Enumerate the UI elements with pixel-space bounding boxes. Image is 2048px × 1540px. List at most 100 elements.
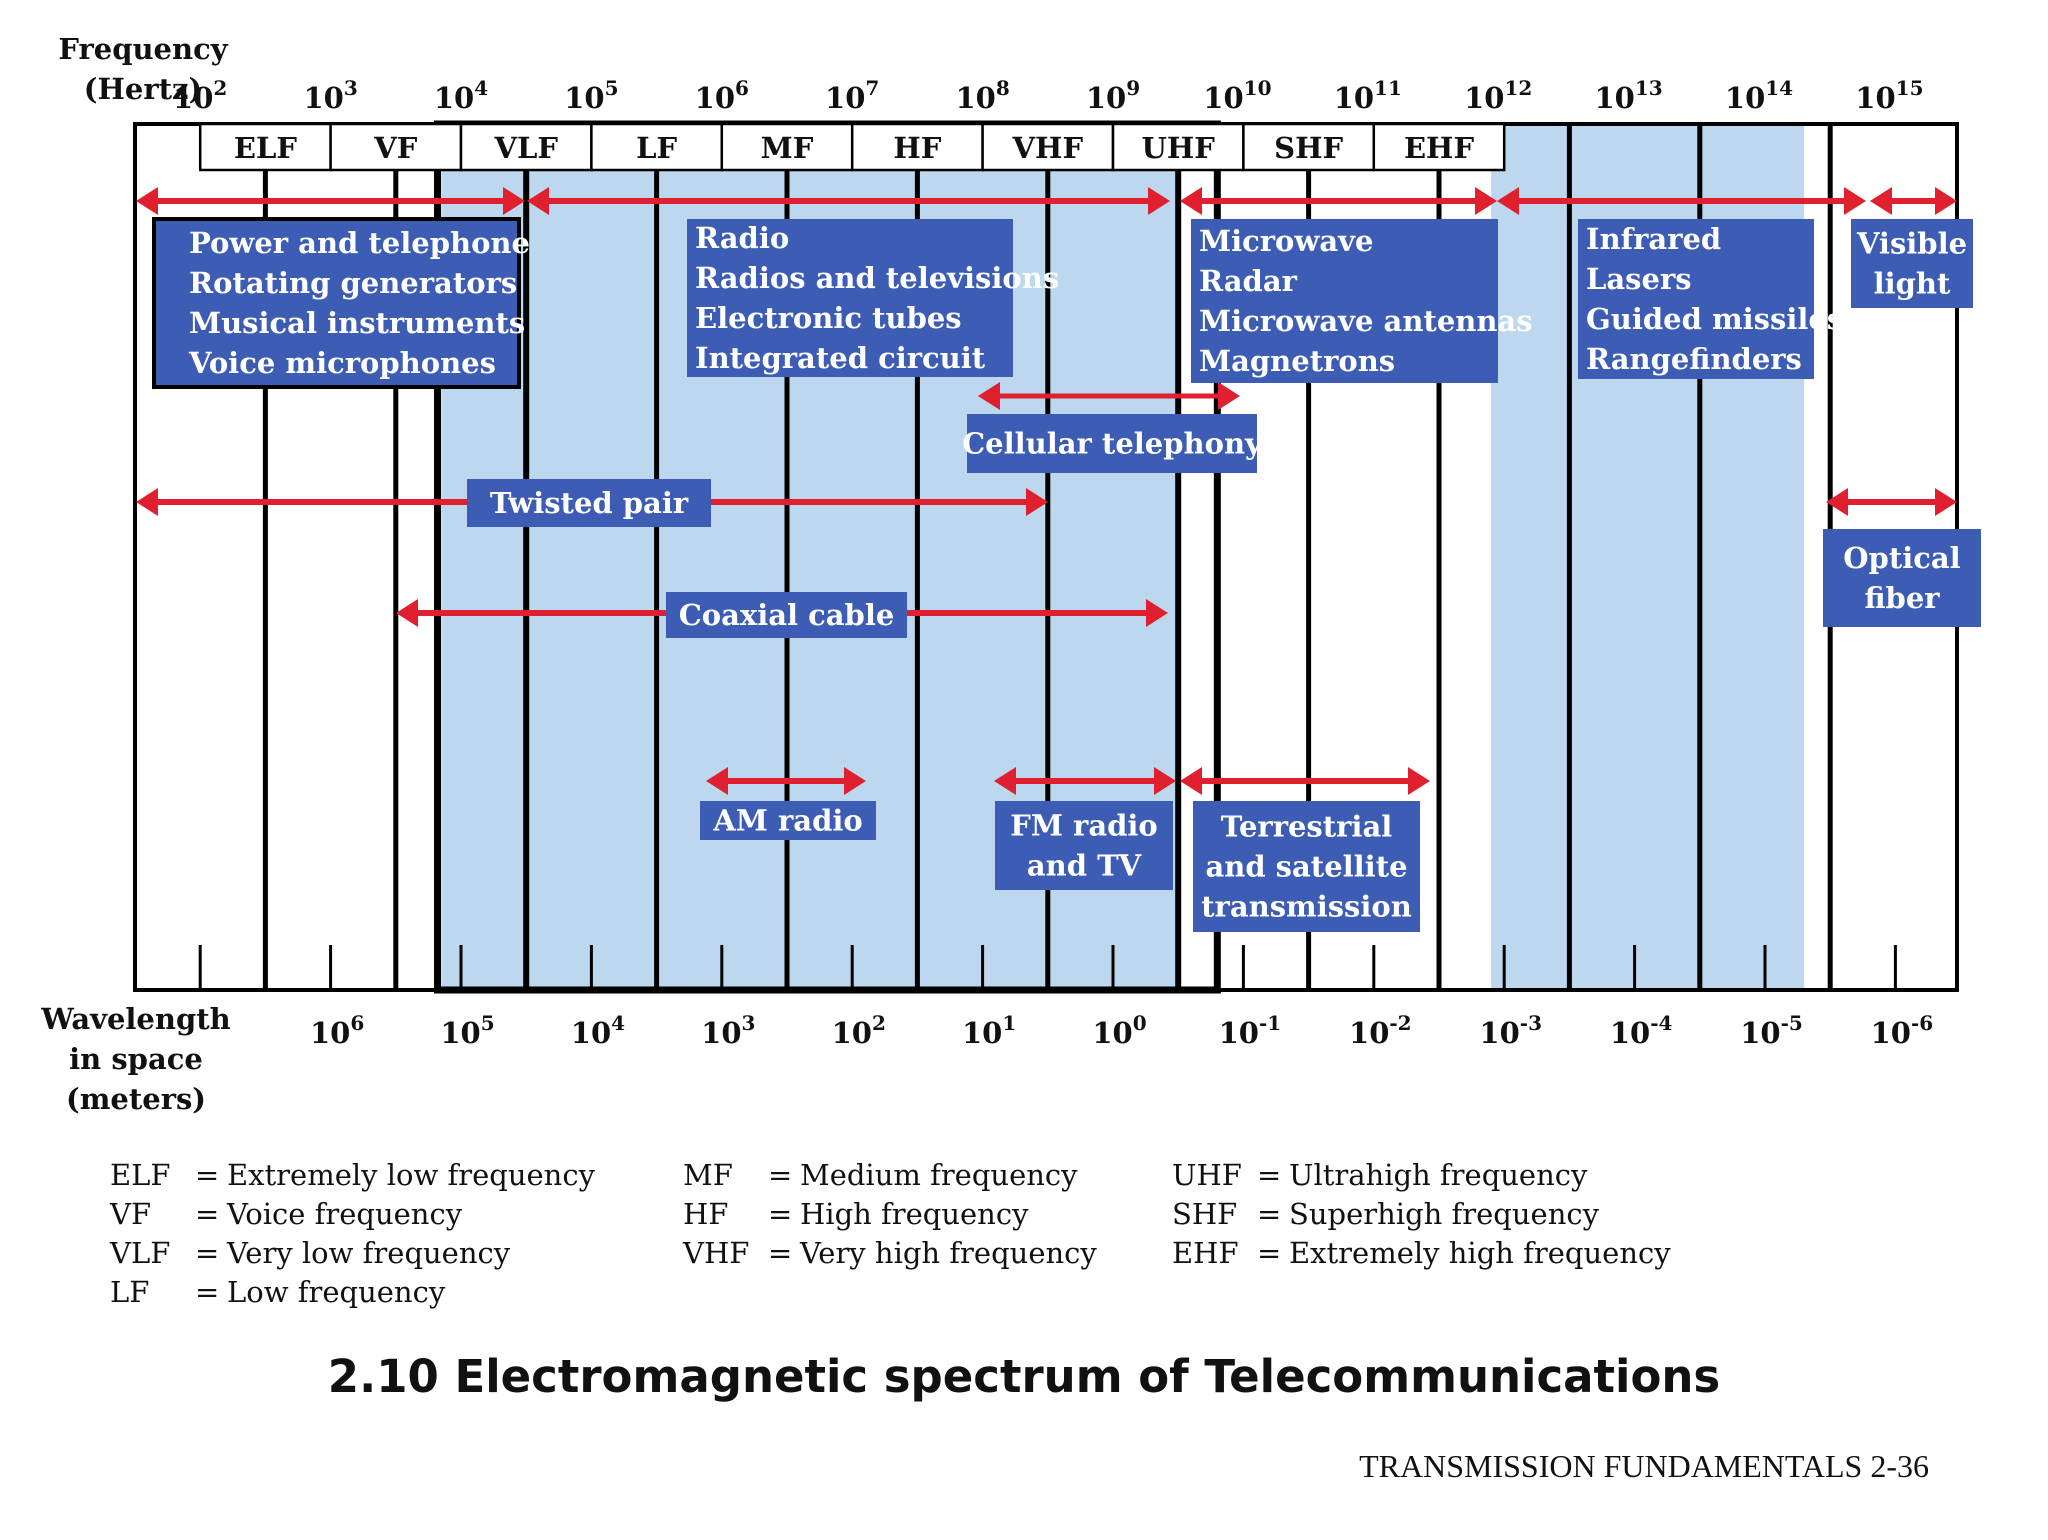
band-label-uhf: UHF — [1142, 131, 1216, 165]
info-box-text: Microwave antennas — [1199, 304, 1533, 338]
wavelength-tick-label: 101 — [962, 1011, 1016, 1050]
info-box-visible — [1851, 219, 1973, 308]
wavelength-axis-title: (meters) — [66, 1082, 206, 1116]
info-box-text: Infrared — [1586, 222, 1721, 256]
frequency-tick-label: 106 — [695, 76, 749, 115]
info-box-text: Visible — [1856, 227, 1967, 261]
info-box-text: Coaxial cable — [679, 598, 895, 632]
arrow-power-head-left — [136, 187, 158, 215]
info-box-optical — [1823, 529, 1981, 627]
abbreviation-key: LF — [110, 1275, 150, 1309]
arrow-optical-fiber — [1826, 488, 1957, 516]
arrow-optical-fiber-head-left — [1826, 488, 1848, 516]
info-box-text: Rangefinders — [1586, 342, 1802, 376]
info-box-fm — [995, 801, 1173, 890]
frequency-tick-label: 103 — [303, 76, 357, 115]
wavelength-tick-label: 10-6 — [1871, 1011, 1934, 1050]
wavelength-tick-label: 103 — [701, 1011, 755, 1050]
arrow-radio-head-right — [1148, 187, 1170, 215]
equals-sign: = — [195, 1197, 220, 1231]
arrow-cellular-head-right — [1218, 382, 1240, 410]
wavelength-tick-label: 104 — [571, 1011, 625, 1050]
band-label-mf: MF — [761, 131, 814, 165]
wavelength-tick-label: 10-2 — [1349, 1011, 1412, 1050]
equals-sign: = — [768, 1236, 793, 1270]
arrow-radio — [527, 187, 1170, 215]
arrow-fm-radio — [994, 767, 1176, 795]
info-box-text: Rotating generators — [189, 266, 517, 300]
abbreviation-row: LF = Low frequency — [110, 1273, 595, 1312]
info-box-text: fiber — [1864, 581, 1940, 615]
info-box-twisted — [467, 479, 711, 527]
info-box-terrestrial — [1193, 801, 1420, 932]
arrow-infrared-head-right — [1844, 187, 1866, 215]
band-label-shf: SHF — [1274, 131, 1343, 165]
abbreviation-key: SHF — [1172, 1197, 1238, 1231]
arrow-terrestrial-head-left — [1180, 767, 1202, 795]
band-box — [329, 122, 463, 172]
abbreviation-row: ELF = Extremely low frequency — [110, 1156, 595, 1195]
abbreviation-key: MF — [683, 1158, 733, 1192]
abbreviation-row: MF = Medium frequency — [683, 1156, 1097, 1195]
arrow-power-head-right — [503, 187, 525, 215]
arrow-power — [136, 187, 525, 215]
frequency-tick-label: 1012 — [1464, 76, 1532, 115]
abbreviation-meaning: Extremely high frequency — [1289, 1236, 1671, 1270]
arrow-terrestrial — [1180, 767, 1430, 795]
equals-sign: = — [195, 1236, 220, 1270]
band-label-vf: VF — [373, 131, 418, 165]
arrow-fm-radio-head-left — [994, 767, 1016, 795]
abbreviation-column-3: UHF = Ultrahigh frequency SHF = Superhigh fre… — [1172, 1156, 1671, 1273]
abbreviation-row: UHF = Ultrahigh frequency — [1172, 1156, 1671, 1195]
arrow-visible — [1870, 187, 1957, 215]
info-box-text: Microwave — [1199, 224, 1373, 258]
arrow-visible-head-right — [1935, 187, 1957, 215]
abbreviation-row: VLF = Very low frequency — [110, 1234, 595, 1273]
band-label-lf: LF — [636, 131, 677, 165]
info-box-text: Twisted pair — [490, 486, 689, 520]
arrow-twisted-pair-head-right — [1026, 488, 1048, 516]
band-label-elf: ELF — [234, 131, 297, 165]
abbreviation-meaning: Voice frequency — [227, 1197, 463, 1231]
frequency-tick-label: 1011 — [1334, 76, 1402, 115]
arrow-terrestrial-head-right — [1408, 767, 1430, 795]
arrow-am-radio — [706, 767, 866, 795]
arrow-visible-head-left — [1870, 187, 1892, 215]
arrow-radio-head-left — [527, 187, 549, 215]
abbreviation-meaning: High frequency — [800, 1197, 1029, 1231]
abbreviation-meaning: Extremely low frequency — [227, 1158, 595, 1192]
abbreviation-key: VF — [110, 1197, 152, 1231]
info-box-text: AM radio — [712, 804, 862, 838]
info-box-text: Electronic tubes — [695, 301, 962, 335]
arrow-optical-fiber-head-right — [1935, 488, 1957, 516]
wavelength-tick-label: 100 — [1092, 1011, 1146, 1050]
info-box-text: Guided missiles — [1586, 302, 1843, 336]
frequency-tick-label: 108 — [955, 76, 1009, 115]
band-label-vlf: VLF — [493, 131, 558, 165]
abbreviation-meaning: Ultrahigh frequency — [1289, 1158, 1588, 1192]
wavelength-tick-label: 10-5 — [1740, 1011, 1803, 1050]
info-box-radio — [687, 219, 1013, 377]
abbreviation-column-2: MF = Medium frequency HF = High frequency VHF =… — [683, 1156, 1097, 1273]
equals-sign: = — [1257, 1158, 1282, 1192]
frequency-tick-label: 105 — [564, 76, 618, 115]
info-box-text: Power and telephone — [189, 226, 530, 260]
wavelength-axis-title: in space — [69, 1042, 203, 1076]
band-label-vhf: VHF — [1012, 131, 1084, 165]
abbreviation-row: EHF = Extremely high frequency — [1172, 1234, 1671, 1273]
arrow-cellular — [978, 382, 1240, 410]
arrow-microwave — [1180, 187, 1497, 215]
band-box — [459, 122, 593, 172]
info-box-text: Terrestrial — [1221, 810, 1393, 844]
arrow-am-radio-head-left — [706, 767, 728, 795]
equals-sign: = — [1257, 1197, 1282, 1231]
abbreviation-row: SHF = Superhigh frequency — [1172, 1195, 1671, 1234]
abbreviation-key: VLF — [110, 1236, 171, 1270]
arrow-am-radio-head-right — [844, 767, 866, 795]
arrow-coaxial-cable-head-right — [1146, 599, 1168, 627]
frequency-tick-label: 107 — [825, 76, 879, 115]
equals-sign: = — [768, 1158, 793, 1192]
info-box-cellular — [967, 414, 1257, 473]
